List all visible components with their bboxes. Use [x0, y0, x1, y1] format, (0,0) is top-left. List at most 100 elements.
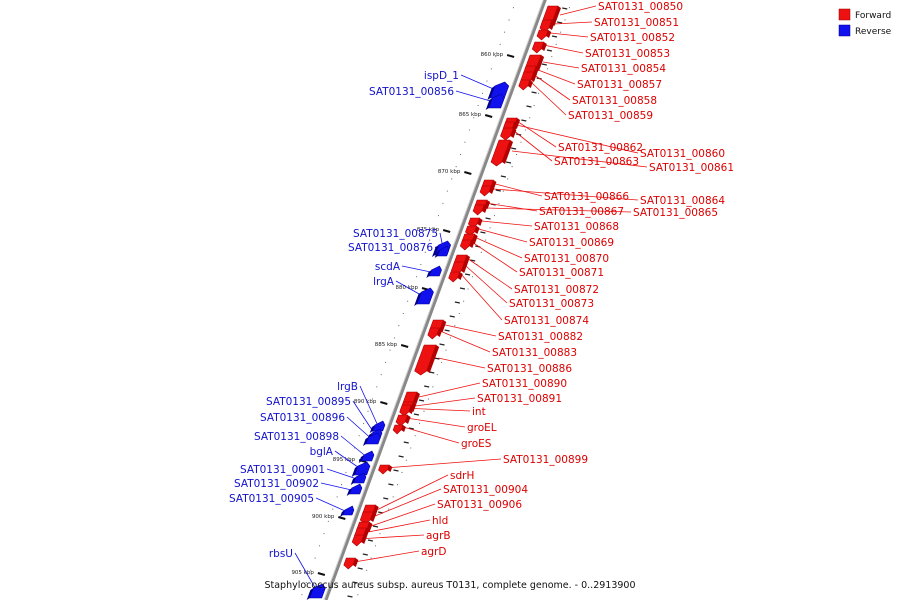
forward-leader-line	[357, 550, 420, 562]
forward-gene-label[interactable]: SAT0131_00873	[509, 298, 594, 310]
reverse-gene-feature[interactable]	[342, 505, 355, 516]
reverse-gene-label[interactable]: SAT0131_00856	[369, 86, 454, 98]
reverse-gene-feature[interactable]	[416, 287, 434, 305]
forward-gene-label[interactable]: agrB	[426, 530, 451, 542]
reverse-gene-label[interactable]: lrgA	[373, 276, 395, 288]
reverse-gene-label[interactable]: SAT0131_00898	[254, 431, 339, 443]
forward-gene-label[interactable]: SAT0131_00904	[443, 484, 528, 496]
reverse-gene-label[interactable]: bglA	[310, 446, 334, 458]
map-caption: Staphylococcus aureus subsp. aureus T013…	[264, 580, 635, 591]
forward-gene-shade	[370, 512, 377, 522]
forward-gene-label[interactable]: SAT0131_00890	[482, 378, 567, 390]
forward-gene-label[interactable]: SAT0131_00858	[572, 95, 657, 107]
minor-tick	[541, 63, 547, 66]
forward-leader-line	[535, 75, 571, 101]
reverse-gene-label[interactable]: lrgB	[337, 381, 358, 393]
forward-gene-feature[interactable]	[518, 79, 531, 91]
forward-leader-line	[486, 207, 632, 213]
reverse-gene-label[interactable]: ispD_1	[424, 70, 459, 82]
forward-gene-label[interactable]: int	[472, 406, 486, 418]
forward-gene-feature[interactable]	[479, 185, 492, 197]
forward-gene-label[interactable]: SAT0131_00871	[519, 267, 604, 279]
reverse-gene-feature[interactable]	[365, 432, 381, 445]
reverse-gene-label[interactable]: SAT0131_00901	[240, 464, 325, 476]
forward-gene-label[interactable]: groEL	[467, 422, 497, 434]
forward-gene-feature[interactable]	[472, 204, 485, 216]
reverse-gene-shade	[434, 250, 440, 258]
forward-gene-label[interactable]: SAT0131_00850	[598, 1, 683, 13]
reverse-gene-label[interactable]: SAT0131_00895	[266, 396, 351, 408]
forward-gene-shade	[401, 425, 406, 432]
forward-gene-feature[interactable]	[500, 127, 514, 141]
forward-gene-label[interactable]: SAT0131_00891	[477, 393, 562, 405]
forward-gene-label[interactable]: SAT0131_00886	[487, 363, 572, 375]
reverse-gene-label[interactable]: SAT0131_00896	[260, 412, 345, 424]
forward-gene-label[interactable]: SAT0131_00854	[581, 63, 666, 75]
reverse-gene-shade	[485, 98, 493, 110]
forward-gene-label[interactable]: SAT0131_00852	[590, 32, 675, 44]
reverse-gene-feature[interactable]	[361, 450, 375, 462]
forward-gene-label[interactable]: SAT0131_00867	[539, 206, 624, 218]
forward-gene-feature[interactable]	[395, 414, 409, 427]
forward-gene-feature[interactable]	[399, 404, 412, 417]
forward-gene-feature[interactable]	[414, 344, 437, 376]
reverse-gene-feature[interactable]	[488, 93, 505, 109]
forward-gene-feature[interactable]	[343, 557, 356, 570]
reverse-gene-feature[interactable]	[353, 472, 367, 484]
forward-gene-feature[interactable]	[448, 271, 461, 283]
forward-gene-label[interactable]: SAT0131_00872	[514, 284, 599, 296]
reverse-gene-feature[interactable]	[349, 483, 363, 495]
forward-gene-label[interactable]: SAT0131_00861	[649, 162, 734, 174]
forward-gene-label[interactable]: SAT0131_00870	[524, 253, 609, 265]
forward-gene-label[interactable]: SAT0131_00860	[640, 148, 725, 160]
reverse-gene-labels: ispD_1 SAT0131_00856 SAT0131_00875 SAT0131_…	[229, 70, 459, 560]
forward-gene-label[interactable]: groES	[461, 438, 492, 450]
forward-leader-line	[476, 237, 523, 259]
reverse-gene-feature[interactable]	[309, 583, 326, 599]
forward-gene-label[interactable]: SAT0131_00851	[594, 17, 679, 29]
forward-gene-feature[interactable]	[490, 139, 511, 167]
forward-gene-label[interactable]: SAT0131_00853	[585, 48, 670, 60]
reverse-gene-label[interactable]: SAT0131_00876	[348, 242, 433, 254]
minor-tick	[531, 91, 537, 94]
forward-gene-label[interactable]: SAT0131_00883	[492, 347, 577, 359]
reverse-gene-feature[interactable]	[428, 265, 442, 277]
reverse-gene-feature[interactable]	[437, 245, 450, 257]
forward-gene-feature[interactable]	[531, 41, 545, 54]
forward-gene-feature[interactable]	[459, 239, 472, 251]
forward-gene-label[interactable]: SAT0131_00869	[529, 237, 614, 249]
tick-label: 875 kbp	[417, 227, 440, 233]
reverse-gene-label[interactable]: SAT0131_00875	[353, 228, 438, 240]
forward-gene-label[interactable]: SAT0131_00859	[568, 110, 653, 122]
forward-gene-feature[interactable]	[536, 29, 549, 41]
forward-gene-feature[interactable]	[392, 424, 404, 435]
minor-tick	[464, 273, 471, 276]
reverse-gene-label[interactable]: scdA	[375, 261, 401, 273]
forward-gene-label[interactable]: agrD	[421, 546, 447, 558]
forward-gene-feature[interactable]	[378, 464, 390, 475]
forward-gene-label[interactable]: sdrH	[450, 470, 474, 482]
forward-gene-label[interactable]: SAT0131_00857	[577, 79, 662, 91]
forward-gene-label[interactable]: SAT0131_00865	[633, 207, 718, 219]
reverse-gene-label[interactable]: SAT0131_00902	[234, 478, 319, 490]
reverse-gene-label[interactable]: SAT0131_00905	[229, 493, 314, 505]
forward-gene-label[interactable]: SAT0131_00868	[534, 221, 619, 233]
forward-gene-label[interactable]: SAT0131_00906	[437, 499, 522, 511]
forward-gene-label[interactable]: SAT0131_00899	[503, 454, 588, 466]
forward-gene-label[interactable]: SAT0131_00862	[558, 142, 643, 154]
forward-gene-label[interactable]: SAT0131_00863	[554, 156, 639, 168]
tick-label: 860 kbp	[481, 52, 504, 58]
forward-leader-line	[461, 274, 503, 321]
forward-gene-label[interactable]: hld	[432, 515, 448, 527]
forward-gene-label[interactable]: SAT0131_00864	[640, 195, 725, 207]
forward-gene-label[interactable]: SAT0131_00882	[498, 331, 583, 343]
forward-gene-label[interactable]: SAT0131_00874	[504, 315, 589, 327]
minor-tick	[510, 147, 517, 150]
minor-tick	[557, 21, 563, 24]
legend-reverse-label: Reverse	[855, 27, 892, 37]
tick-mark	[464, 171, 472, 175]
forward-gene-label[interactable]: SAT0131_00866	[544, 191, 629, 203]
forward-gene-feature[interactable]	[351, 534, 365, 547]
reverse-gene-label[interactable]: rbsU	[269, 548, 293, 560]
forward-gene-feature[interactable]	[427, 327, 440, 340]
